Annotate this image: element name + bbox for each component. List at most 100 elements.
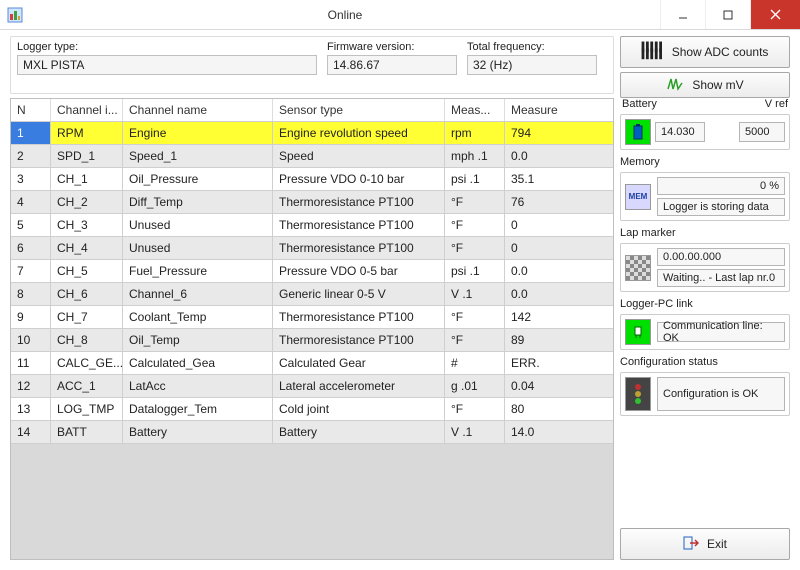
table-row[interactable]: 8CH_6Channel_6Generic linear 0-5 VV .10.… (11, 283, 613, 306)
cell-n: 12 (11, 375, 51, 397)
cell-cn: Coolant_Temp (123, 306, 273, 328)
cell-n: 13 (11, 398, 51, 420)
cell-n: 9 (11, 306, 51, 328)
battery-value: 14.030 (655, 122, 705, 142)
frequency-value: 32 (Hz) (467, 55, 597, 75)
col-sensor-type[interactable]: Sensor type (273, 99, 445, 121)
cell-mv: 89 (505, 329, 613, 351)
table-row[interactable]: 13LOG_TMPDatalogger_TemCold joint°F80 (11, 398, 613, 421)
cell-cn: Calculated_Gea (123, 352, 273, 374)
cell-n: 14 (11, 421, 51, 443)
maximize-button[interactable] (705, 0, 750, 29)
col-measure[interactable]: Measure (505, 99, 613, 121)
col-n[interactable]: N (11, 99, 51, 121)
cell-mu: °F (445, 306, 505, 328)
cell-cn: Unused (123, 237, 273, 259)
cell-cn: Diff_Temp (123, 191, 273, 213)
cell-mu: # (445, 352, 505, 374)
cell-cn: Oil_Temp (123, 329, 273, 351)
table-row[interactable]: 14BATTBatteryBatteryV .114.0 (11, 421, 613, 444)
cell-ci: CH_6 (51, 283, 123, 305)
cell-st: Engine revolution speed (273, 122, 445, 144)
firmware-value: 14.86.67 (327, 55, 457, 75)
cell-ci: CH_3 (51, 214, 123, 236)
firmware-label: Firmware version: (327, 41, 457, 53)
wave-icon (666, 77, 684, 94)
cell-ci: CH_4 (51, 237, 123, 259)
close-button[interactable] (750, 0, 800, 29)
cell-st: Thermoresistance PT100 (273, 329, 445, 351)
cell-ci: CH_5 (51, 260, 123, 282)
exit-button[interactable]: Exit (620, 528, 790, 560)
cell-mu: °F (445, 214, 505, 236)
lap-time: 0.00.00.000 (657, 248, 785, 266)
exit-label: Exit (707, 537, 727, 551)
cell-mu: °F (445, 237, 505, 259)
show-mv-label: Show mV (692, 78, 743, 92)
cell-mv: 0.04 (505, 375, 613, 397)
cell-ci: CH_8 (51, 329, 123, 351)
table-row[interactable]: 6CH_4UnusedThermoresistance PT100°F0 (11, 237, 613, 260)
cell-mv: 80 (505, 398, 613, 420)
table-row[interactable]: 1RPMEngineEngine revolution speedrpm794 (11, 122, 613, 145)
memory-panel: MEM 0 % Logger is storing data (620, 172, 790, 221)
logger-type-value: MXL PISTA (17, 55, 317, 75)
table-row[interactable]: 7CH_5Fuel_PressurePressure VDO 0-5 barps… (11, 260, 613, 283)
table-row[interactable]: 10CH_8Oil_TempThermoresistance PT100°F89 (11, 329, 613, 352)
link-label: Logger-PC link (620, 298, 790, 310)
traffic-light-icon (625, 377, 651, 411)
cell-ci: ACC_1 (51, 375, 123, 397)
cell-st: Thermoresistance PT100 (273, 191, 445, 213)
channels-table: N Channel i... Channel name Sensor type … (10, 98, 614, 560)
cell-cn: Engine (123, 122, 273, 144)
cell-cn: Channel_6 (123, 283, 273, 305)
cell-st: Speed (273, 145, 445, 167)
table-row[interactable]: 11CALC_GE...Calculated_GeaCalculated Gea… (11, 352, 613, 375)
config-status: Configuration is OK (657, 377, 785, 411)
col-measure-unit[interactable]: Meas... (445, 99, 505, 121)
cell-mu: °F (445, 398, 505, 420)
flag-icon (625, 255, 651, 281)
memory-label: Memory (620, 156, 790, 168)
link-panel: Communication line: OK (620, 314, 790, 350)
table-row[interactable]: 9CH_7Coolant_TempThermoresistance PT100°… (11, 306, 613, 329)
cell-st: Battery (273, 421, 445, 443)
cell-mu: psi .1 (445, 260, 505, 282)
show-mv-button[interactable]: Show mV (620, 72, 790, 98)
minimize-button[interactable] (660, 0, 705, 29)
cell-ci: CH_7 (51, 306, 123, 328)
col-channel-id[interactable]: Channel i... (51, 99, 123, 121)
table-row[interactable]: 5CH_3UnusedThermoresistance PT100°F0 (11, 214, 613, 237)
cell-ci: CH_2 (51, 191, 123, 213)
logger-type-label: Logger type: (17, 41, 317, 53)
col-channel-name[interactable]: Channel name (123, 99, 273, 121)
cell-n: 3 (11, 168, 51, 190)
cell-ci: RPM (51, 122, 123, 144)
cell-mu: mph .1 (445, 145, 505, 167)
table-body: 1RPMEngineEngine revolution speedrpm7942… (11, 122, 613, 559)
table-row[interactable]: 12ACC_1LatAccLateral accelerometerg .010… (11, 375, 613, 398)
table-row[interactable]: 3CH_1Oil_PressurePressure VDO 0-10 barps… (11, 168, 613, 191)
lap-label: Lap marker (620, 227, 790, 239)
cell-ci: CH_1 (51, 168, 123, 190)
table-row[interactable]: 4CH_2Diff_TempThermoresistance PT100°F76 (11, 191, 613, 214)
client-area: Logger type: MXL PISTA Firmware version:… (0, 30, 800, 570)
show-adc-button[interactable]: ▌▌▌▌▌▌▌▌▌▌ Show ADC counts (620, 36, 790, 68)
lap-panel: 0.00.00.000 Waiting.. - Last lap nr.0 (620, 243, 790, 292)
cell-n: 2 (11, 145, 51, 167)
cell-n: 7 (11, 260, 51, 282)
cell-st: Pressure VDO 0-10 bar (273, 168, 445, 190)
cell-cn: Datalogger_Tem (123, 398, 273, 420)
show-adc-label: Show ADC counts (672, 45, 769, 59)
cell-st: Thermoresistance PT100 (273, 237, 445, 259)
cell-mv: 35.1 (505, 168, 613, 190)
cell-mv: 0 (505, 214, 613, 236)
window-buttons (660, 0, 800, 29)
cell-ci: SPD_1 (51, 145, 123, 167)
cell-st: Pressure VDO 0-5 bar (273, 260, 445, 282)
cell-mv: 0 (505, 237, 613, 259)
cell-mu: °F (445, 329, 505, 351)
cell-n: 8 (11, 283, 51, 305)
table-row[interactable]: 2SPD_1Speed_1Speedmph .10.0 (11, 145, 613, 168)
barcode-icon: ▌▌▌▌▌▌▌▌▌▌ (642, 45, 664, 59)
